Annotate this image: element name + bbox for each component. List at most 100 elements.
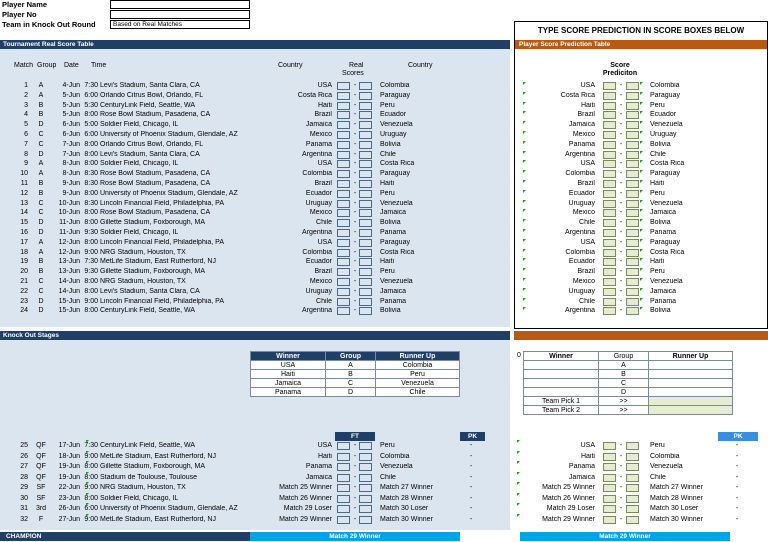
pred-ft-score1-box[interactable]: [603, 515, 616, 524]
ft-score2-box[interactable]: [359, 473, 372, 482]
pred-score2-box[interactable]: [626, 189, 639, 198]
pred-score1-box[interactable]: [603, 121, 616, 130]
pgrp-winner[interactable]: [523, 369, 599, 379]
score2-box[interactable]: [359, 121, 372, 130]
pred-score1-box[interactable]: [603, 287, 616, 296]
pred-ft-score1-box[interactable]: [603, 505, 616, 513]
ft-score2-box[interactable]: [359, 515, 372, 524]
ft-score1-box[interactable]: [337, 505, 350, 513]
score2-box[interactable]: [359, 258, 372, 267]
ft-score1-box[interactable]: [337, 494, 350, 503]
pred-score1-box[interactable]: [603, 278, 616, 286]
pred-score2-box[interactable]: [626, 287, 639, 296]
pred-score1-box[interactable]: [603, 268, 616, 277]
pred-score1-box[interactable]: [603, 101, 616, 110]
pgrp-runnerup[interactable]: [648, 378, 733, 388]
pred-ft-score2-box[interactable]: [626, 505, 639, 513]
pgrp-runnerup[interactable]: [648, 387, 733, 397]
pred-score1-box[interactable]: [603, 180, 616, 188]
ft-score1-box[interactable]: [337, 452, 350, 461]
pred-score2-box[interactable]: [626, 238, 639, 247]
score2-box[interactable]: [359, 91, 372, 100]
pred-score1-box[interactable]: [603, 238, 616, 247]
score1-box[interactable]: [337, 150, 350, 159]
pred-ft-score1-box[interactable]: [603, 484, 616, 492]
score2-box[interactable]: [359, 140, 372, 149]
score1-box[interactable]: [337, 248, 350, 257]
score2-box[interactable]: [359, 307, 372, 316]
pred-ft-score2-box[interactable]: [626, 494, 639, 503]
pred-score2-box[interactable]: [626, 180, 639, 188]
pred-score2-box[interactable]: [626, 297, 639, 306]
pred-score2-box[interactable]: [626, 258, 639, 267]
grp-winner[interactable]: Haiti: [250, 369, 326, 379]
score2-box[interactable]: [359, 219, 372, 228]
score2-box[interactable]: [359, 160, 372, 169]
pred-score1-box[interactable]: [603, 209, 616, 218]
pred-score2-box[interactable]: [626, 307, 639, 316]
pred-score1-box[interactable]: [603, 111, 616, 120]
pred-score2-box[interactable]: [626, 150, 639, 159]
score1-box[interactable]: [337, 131, 350, 139]
pred-score1-box[interactable]: [603, 150, 616, 159]
score1-box[interactable]: [337, 297, 350, 306]
pred-score1-box[interactable]: [603, 160, 616, 169]
pred-score1-box[interactable]: [603, 82, 616, 90]
score2-box[interactable]: [359, 101, 372, 110]
pgrp-winner[interactable]: [523, 378, 599, 388]
pred-score1-box[interactable]: [603, 140, 616, 149]
pgrp-winner[interactable]: [523, 360, 599, 370]
pred-score1-box[interactable]: [603, 307, 616, 316]
score1-box[interactable]: [337, 238, 350, 247]
grp-runnerup[interactable]: Colombia: [375, 360, 460, 370]
pred-score1-box[interactable]: [603, 229, 616, 237]
score2-box[interactable]: [359, 248, 372, 257]
pred-score2-box[interactable]: [626, 229, 639, 237]
pred-score1-box[interactable]: [603, 297, 616, 306]
score1-box[interactable]: [337, 229, 350, 237]
pred-ft-score1-box[interactable]: [603, 442, 616, 450]
pred-score2-box[interactable]: [626, 170, 639, 179]
grp-winner[interactable]: Jamaica: [250, 378, 326, 388]
pred-score2-box[interactable]: [626, 82, 639, 90]
pred-ft-score2-box[interactable]: [626, 473, 639, 482]
pred-score2-box[interactable]: [626, 140, 639, 149]
score2-box[interactable]: [359, 297, 372, 306]
pred-score2-box[interactable]: [626, 278, 639, 286]
score2-box[interactable]: [359, 150, 372, 159]
score2-box[interactable]: [359, 189, 372, 198]
score2-box[interactable]: [359, 82, 372, 90]
pred-score2-box[interactable]: [626, 131, 639, 139]
score1-box[interactable]: [337, 121, 350, 130]
score1-box[interactable]: [337, 219, 350, 228]
score1-box[interactable]: [337, 199, 350, 208]
ft-score2-box[interactable]: [359, 484, 372, 492]
pred-score2-box[interactable]: [626, 91, 639, 100]
pred-ft-score1-box[interactable]: [603, 463, 616, 471]
ft-score2-box[interactable]: [359, 463, 372, 471]
pred-score1-box[interactable]: [603, 219, 616, 228]
pred-score2-box[interactable]: [626, 101, 639, 110]
pred-score1-box[interactable]: [603, 258, 616, 267]
score1-box[interactable]: [337, 268, 350, 277]
ft-score1-box[interactable]: [337, 442, 350, 450]
score1-box[interactable]: [337, 180, 350, 188]
score2-box[interactable]: [359, 287, 372, 296]
pred-score1-box[interactable]: [603, 131, 616, 139]
ft-score2-box[interactable]: [359, 505, 372, 513]
pred-score2-box[interactable]: [626, 111, 639, 120]
score1-box[interactable]: [337, 307, 350, 316]
ft-score1-box[interactable]: [337, 515, 350, 524]
score1-box[interactable]: [337, 189, 350, 198]
ft-score2-box[interactable]: [359, 494, 372, 503]
score2-box[interactable]: [359, 278, 372, 286]
pred-ft-score2-box[interactable]: [626, 515, 639, 524]
score1-box[interactable]: [337, 91, 350, 100]
pred-ft-score1-box[interactable]: [603, 452, 616, 461]
grp-runnerup[interactable]: Venezuela: [375, 378, 460, 388]
score2-box[interactable]: [359, 131, 372, 139]
pgrp-winner[interactable]: [523, 387, 599, 397]
score1-box[interactable]: [337, 278, 350, 286]
pred-ft-score2-box[interactable]: [626, 442, 639, 450]
grp-runnerup[interactable]: Chile: [375, 387, 460, 397]
